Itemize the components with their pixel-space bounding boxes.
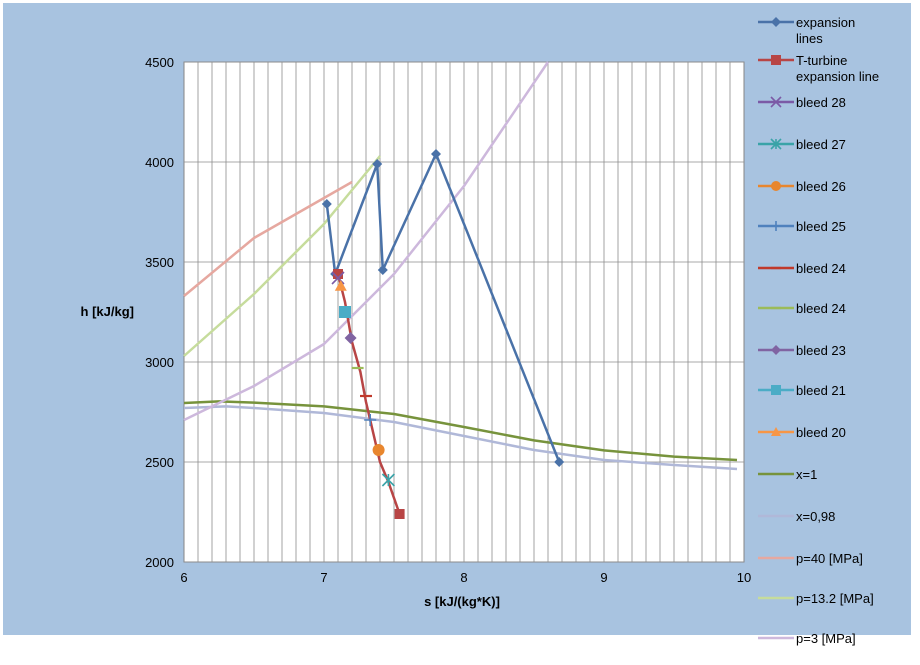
- data-point: [554, 457, 565, 467]
- series-line: [183, 155, 381, 357]
- grid-layer: [184, 61, 744, 563]
- data-point: [394, 509, 405, 519]
- series-bleed-20: [334, 280, 347, 291]
- legend-label-line: expansion line: [796, 69, 879, 84]
- x-tick-label: 9: [600, 570, 607, 585]
- legend-label-line: expansion: [796, 15, 855, 30]
- legend-label: bleed 25: [796, 219, 846, 234]
- series-layer: [183, 61, 738, 519]
- series-p-3-mpa: [183, 61, 550, 422]
- series-bleed-26: [372, 444, 385, 456]
- series-x-0-98: [183, 405, 738, 471]
- legend-label: bleed 27: [796, 137, 846, 152]
- series-bleed-23: [344, 332, 357, 344]
- series-line: [183, 405, 738, 471]
- legend-entry: bleed 28: [758, 95, 846, 110]
- legend: expansion lines T-turbine expansion line ble…: [758, 15, 879, 646]
- legend-label: x=0,98: [796, 509, 835, 524]
- legend-swatch-marker: [771, 17, 781, 27]
- series-bleed-21: [339, 306, 351, 318]
- legend-entry: bleed 23: [758, 343, 846, 358]
- legend-label: T-turbine expansion line: [796, 53, 879, 84]
- data-point: [372, 444, 385, 456]
- data-point: [333, 269, 343, 279]
- legend-label: bleed 23: [796, 343, 846, 358]
- y-tick-label: 3000: [145, 355, 174, 370]
- data-point: [377, 265, 388, 275]
- legend-swatch-marker: [771, 221, 781, 231]
- legend-label: bleed 24: [796, 301, 846, 316]
- legend-entry: bleed 24: [758, 261, 846, 276]
- legend-entry: bleed 26: [758, 179, 846, 194]
- legend-swatch-marker: [771, 181, 781, 191]
- legend-swatch-marker: [771, 427, 781, 436]
- series-bleed-28: [331, 271, 345, 285]
- data-point: [381, 473, 395, 487]
- data-point: [431, 149, 441, 159]
- legend-label: p=3 [MPa]: [796, 631, 856, 646]
- legend-entry: bleed 20: [758, 425, 846, 440]
- y-tick-label: 2000: [145, 555, 174, 570]
- series-bleed-25: [364, 414, 377, 426]
- legend-label: p=13.2 [MPa]: [796, 591, 874, 606]
- data-point: [331, 271, 345, 285]
- legend-entry: bleed 24: [758, 301, 846, 316]
- data-point: [334, 280, 347, 291]
- series-line: [183, 180, 353, 297]
- y-tick-label: 3500: [145, 255, 174, 270]
- series-bleed-27: [381, 473, 395, 487]
- series-p-13-2-mpa: [183, 155, 381, 357]
- x-tick-label: 10: [737, 570, 751, 585]
- data-point: [339, 306, 351, 318]
- series-p-40-mpa: [183, 180, 353, 297]
- y-tick-label: 4500: [145, 55, 174, 70]
- legend-swatch-marker: [770, 138, 782, 150]
- x-tick-label: 8: [460, 570, 467, 585]
- legend-swatch-marker: [770, 96, 782, 108]
- legend-entry: x=1: [758, 467, 817, 482]
- legend-label: bleed 21: [796, 383, 846, 398]
- y-tick-label: 4000: [145, 155, 174, 170]
- x-axis-label: s [kJ/(kg*K)]: [424, 594, 500, 609]
- series-x-1: [183, 400, 738, 462]
- legend-entry: T-turbine expansion line: [758, 53, 879, 84]
- legend-entry: x=0,98: [758, 509, 835, 524]
- series-line: [183, 400, 738, 462]
- data-point: [372, 159, 383, 169]
- data-point: [344, 332, 357, 344]
- data-point: [364, 414, 377, 426]
- legend-entry: bleed 25: [758, 219, 846, 234]
- x-tick-label: 7: [320, 570, 327, 585]
- legend-label: bleed 28: [796, 95, 846, 110]
- legend-entry: p=3 [MPa]: [758, 631, 856, 646]
- series-line: [325, 152, 561, 463]
- legend-swatch-marker: [771, 55, 781, 65]
- series-line: [183, 61, 550, 422]
- x-tick-label: 6: [180, 570, 187, 585]
- y-axis-label: h [kJ/kg]: [81, 304, 134, 319]
- legend-label: bleed 24: [796, 261, 846, 276]
- legend-label: x=1: [796, 467, 817, 482]
- legend-entry: p=40 [MPa]: [758, 551, 863, 566]
- legend-entry: bleed 27: [758, 137, 846, 152]
- legend-entry: p=13.2 [MPa]: [758, 591, 874, 606]
- legend-label: expansion lines: [796, 15, 855, 46]
- legend-label: p=40 [MPa]: [796, 551, 863, 566]
- data-point: [321, 199, 332, 209]
- legend-label: bleed 20: [796, 425, 846, 440]
- legend-label-line: lines: [796, 31, 823, 46]
- y-tick-label: 2500: [145, 455, 174, 470]
- legend-swatch-marker: [771, 385, 781, 395]
- axis-layer: 6 7 8 9 10 2000 2500 3000 3500 4000 4500: [145, 55, 751, 585]
- legend-entry: expansion lines: [758, 15, 855, 46]
- legend-label: bleed 26: [796, 179, 846, 194]
- legend-entry: bleed 21: [758, 383, 846, 398]
- legend-swatch-marker: [771, 345, 781, 355]
- legend-label-line: T-turbine: [796, 53, 847, 68]
